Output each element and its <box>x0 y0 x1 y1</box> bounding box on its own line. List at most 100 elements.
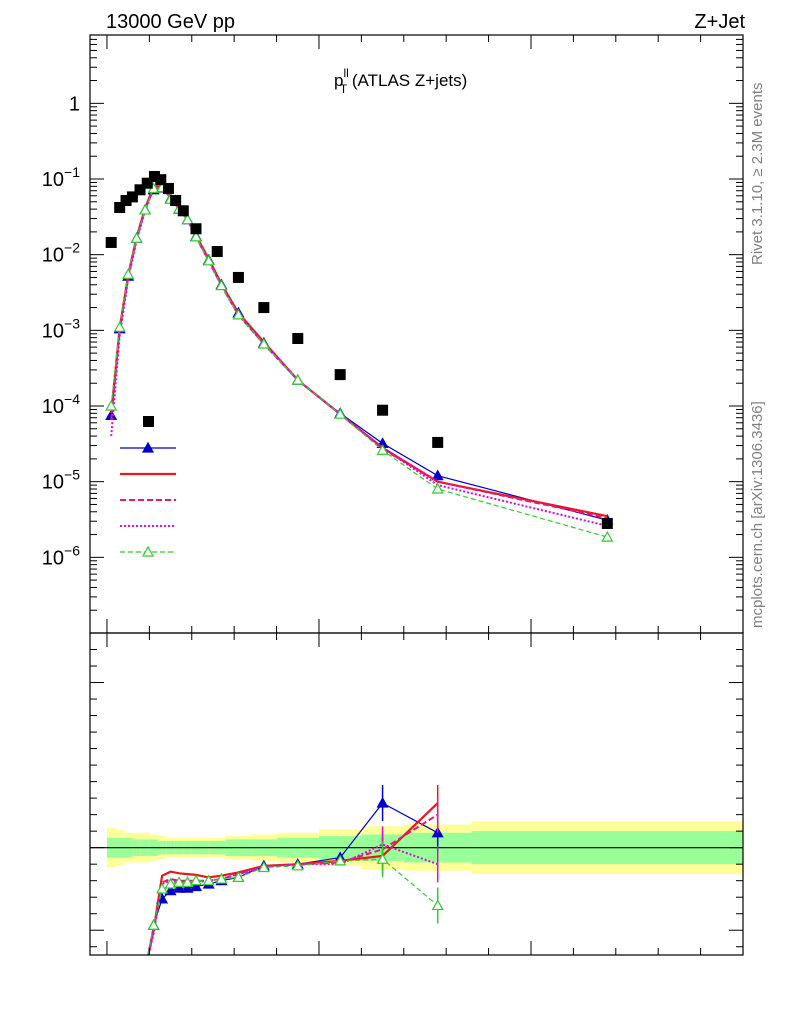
header-left: 13000 GeV pp <box>106 11 235 33</box>
data-point <box>141 177 153 189</box>
ratio-point-cuetp8s1 <box>140 965 150 974</box>
title-main: p <box>334 71 343 90</box>
series-point-cuetp8s1 <box>113 320 126 332</box>
title-sup: ll <box>343 66 348 80</box>
y-tick-mantissa: 10 <box>42 245 64 267</box>
ratio-frame <box>89 632 744 956</box>
y-tick-mantissa: 10 <box>42 547 64 569</box>
data-point <box>155 174 167 186</box>
series-point-cuetp8s1 <box>122 268 135 279</box>
rivet-label: Rivet 3.1.10, ≥ 2.3M events <box>749 83 766 266</box>
legend-marker-cuetp8s1 <box>141 545 155 557</box>
ratio-point-cuetp8s1 <box>173 876 186 887</box>
ratio-point-cuetp8s1 <box>189 874 203 886</box>
data-point <box>170 194 182 206</box>
data-point <box>134 184 146 196</box>
y-tick-mantissa: 10 <box>42 472 64 494</box>
ratio-point-cuetp8s1 <box>156 882 169 894</box>
series-point-cuetp8s1 <box>202 254 215 266</box>
y-tick-label: 1 <box>69 93 80 115</box>
ratio-point-cuetp8s1 <box>215 872 228 884</box>
ratio-point-cuetp8s1 <box>376 852 389 864</box>
series-point-cuetp8s1 <box>232 308 245 320</box>
header-right: Z+Jet <box>694 11 745 33</box>
main-frame <box>89 34 744 634</box>
legend-marker-default <box>141 441 155 453</box>
y-tick-label: 10−2 <box>42 240 80 267</box>
ratio-point-default <box>140 965 150 974</box>
series-point-cuetp8s1 <box>130 231 143 243</box>
ratio-point-cuetp8s1 <box>202 874 215 886</box>
y-tick-exponent: −5 <box>64 467 80 483</box>
series-point-cuetp8s1 <box>376 444 389 455</box>
y-tick-exponent: −1 <box>64 164 80 180</box>
y-tick-label: 10−5 <box>42 467 80 494</box>
y-tick-mantissa: 10 <box>42 396 64 418</box>
plot-title: pll T (ATLAS Z+jets) <box>334 66 467 96</box>
y-tick-exponent: −3 <box>64 315 80 331</box>
series-point-cuetp8s1 <box>291 373 304 385</box>
ratio-point-cuetp8s1 <box>181 876 194 887</box>
ratio-point-default <box>173 881 186 893</box>
title-rest: (ATLAS Z+jets) <box>347 71 467 90</box>
ratio-point-cuetp8s1 <box>334 854 347 866</box>
mcplots-label: mcplots.cern.ch [arXiv:1306.3436] <box>749 401 766 628</box>
legend-marker-data <box>143 416 154 427</box>
series-point-cuetp8s1 <box>139 203 152 215</box>
y-tick-label: 10−1 <box>42 164 80 191</box>
data-point <box>292 332 304 344</box>
y-tick-exponent: −2 <box>64 240 80 256</box>
ratio-point-default <box>376 796 389 808</box>
series-line-mstw <box>110 185 608 520</box>
ratio-line-cuetp8s1 <box>147 858 439 955</box>
series-line-cuetp8s1 <box>110 186 608 538</box>
series-point-cuetp8s1 <box>257 337 270 349</box>
y-tick-label: 10−3 <box>42 315 80 342</box>
ratio-point-default <box>189 880 203 892</box>
ratio-panel <box>89 632 744 974</box>
data-point <box>601 517 613 529</box>
ratio-point-cuetp8s1 <box>232 871 245 882</box>
series-line-nnpdf <box>110 186 608 527</box>
y-tick-exponent: −6 <box>64 542 80 558</box>
series-point-cuetp8s1 <box>431 482 444 494</box>
data-point <box>334 369 346 381</box>
series-point-cuetp8s1 <box>105 399 118 411</box>
series-point-cuetp8s1 <box>334 407 347 419</box>
y-tick-mantissa: 10 <box>42 169 64 191</box>
data-point <box>432 436 444 448</box>
title-sub: T <box>340 82 348 96</box>
y-tick-label: 10−6 <box>42 542 80 569</box>
y-tick-exponent: −4 <box>64 391 80 407</box>
ratio-series-group <box>140 785 444 974</box>
data-point <box>258 302 270 314</box>
series-point-cuetp8s1 <box>181 213 194 225</box>
data-point <box>126 191 138 203</box>
ratio-point-cuetp8s1 <box>147 919 160 930</box>
data-point <box>177 205 189 217</box>
data-point <box>377 404 389 416</box>
ratio-point-cuetp8s1 <box>431 899 444 911</box>
data-point <box>114 202 126 214</box>
ratio-point-default <box>181 881 194 893</box>
data-point <box>162 182 174 194</box>
data-point <box>232 271 244 283</box>
y-tick-mantissa: 1 <box>69 93 80 115</box>
data-point <box>211 246 223 258</box>
series-point-cuetp8s1 <box>601 530 614 542</box>
y-tick-label: 10−4 <box>42 391 80 418</box>
data-point <box>105 236 117 248</box>
series-line-default <box>110 187 608 521</box>
ratio-point-cuetp8s1 <box>257 861 270 873</box>
data-point <box>120 194 132 206</box>
series-line-cteql1 <box>110 185 608 518</box>
ratio-point-cuetp8s1 <box>291 859 304 871</box>
data-point <box>190 223 202 235</box>
series-point-cuetp8s1 <box>215 279 228 291</box>
data-point <box>148 170 160 182</box>
ratio-point-cuetp8s1 <box>164 877 177 889</box>
ratio-point-default <box>164 884 177 896</box>
series-point-cuetp8s1 <box>189 230 203 242</box>
